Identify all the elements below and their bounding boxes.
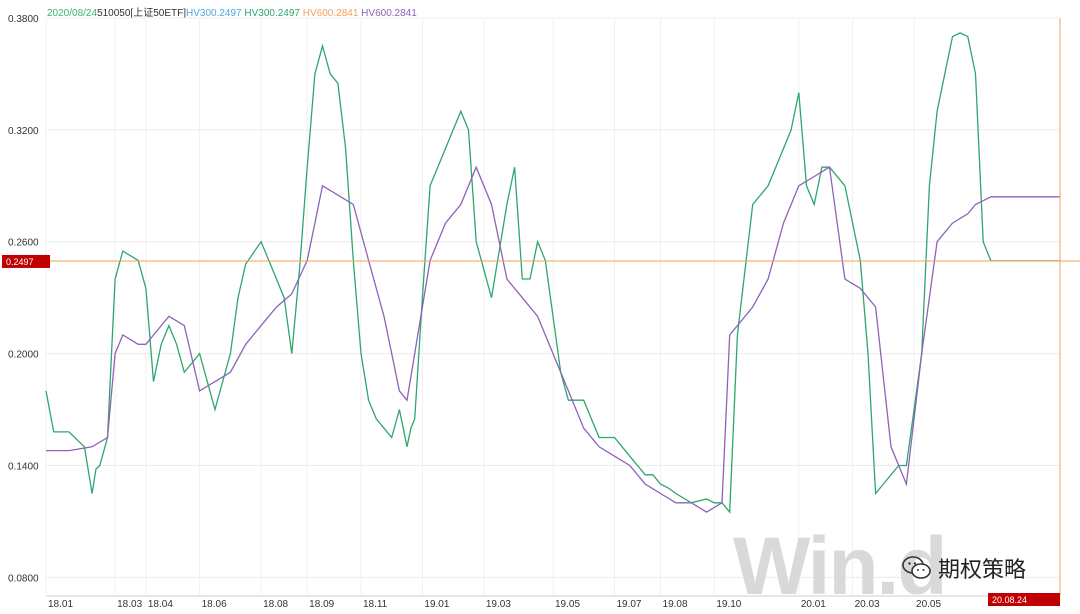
wechat-icon xyxy=(902,555,932,581)
x-tick-label: 18.03 xyxy=(117,599,142,610)
current-value-tag: 0.2497 xyxy=(6,257,34,267)
y-tick-label: 0.2600 xyxy=(8,238,39,249)
series-line-1 xyxy=(46,165,1060,513)
y-axis: 0.3800 0.3200 0.2600 0.2000 0.1400 0.0800 xyxy=(8,14,39,584)
grid xyxy=(45,17,1060,597)
y-tick-label: 0.3200 xyxy=(8,126,39,137)
x-tick-label: 18.11 xyxy=(363,599,388,610)
x-tick-label: 18.01 xyxy=(48,599,73,610)
legend-hv60b-label: HV60 xyxy=(361,8,387,19)
series-line-0 xyxy=(45,32,1060,514)
current-value-tag-bg xyxy=(2,254,50,268)
current-date-tag: 20.08.24 xyxy=(992,595,1027,605)
legend: 2020/08/24510050[上证50ETF]HV300.2497 HV30… xyxy=(47,4,417,19)
legend-hv30b-label: HV30 xyxy=(244,8,270,19)
crosshair: 0.2497 20.08.24 xyxy=(2,18,1080,606)
legend-hv30a-value: 0.2497 xyxy=(211,8,242,19)
y-tick-label: 0.1400 xyxy=(8,461,39,472)
x-axis: 18.01 18.03 18.04 18.06 18.08 18.09 18.11 19.01… xyxy=(48,599,942,610)
x-tick-label: 18.06 xyxy=(202,599,227,610)
legend-hv60a-label: HV60 xyxy=(302,8,328,19)
x-tick-label: 19.03 xyxy=(486,599,511,610)
wind-watermark: Win.d xyxy=(733,521,947,612)
current-date-tag-bg xyxy=(988,593,1060,606)
y-tick-label: 0.2000 xyxy=(8,350,39,361)
x-tick-label: 20.05 xyxy=(916,599,941,610)
legend-hv30a-label: HV30 xyxy=(186,8,212,19)
x-tick-label: 20.03 xyxy=(855,599,880,610)
brand-text: 期权策略 xyxy=(938,558,1027,583)
wechat-brand: 期权策略 xyxy=(902,552,1026,584)
y-tick-label: 0.0800 xyxy=(8,573,39,584)
x-tick-label: 18.08 xyxy=(263,599,288,610)
legend-date: 2020/08/24 xyxy=(47,8,98,19)
legend-hv30b-value: 0.2497 xyxy=(269,8,300,19)
legend-hv60a-value: 0.2841 xyxy=(327,8,359,19)
x-tick-label: 18.04 xyxy=(148,599,173,610)
series-lines xyxy=(45,32,1060,514)
x-tick-label: 18.09 xyxy=(309,599,334,610)
x-tick-label: 19.05 xyxy=(555,599,580,610)
x-tick-label: 19.10 xyxy=(716,599,741,610)
legend-hv60b-value: 0.2841 xyxy=(386,8,417,19)
x-tick-label: 19.01 xyxy=(424,599,449,610)
x-tick-label: 19.08 xyxy=(663,599,688,610)
x-tick-label: 19.07 xyxy=(616,599,641,610)
y-tick-label: 0.3800 xyxy=(8,14,39,25)
x-tick-label: 20.01 xyxy=(801,599,826,610)
legend-code: 510050[上证50ETF] xyxy=(97,8,186,19)
